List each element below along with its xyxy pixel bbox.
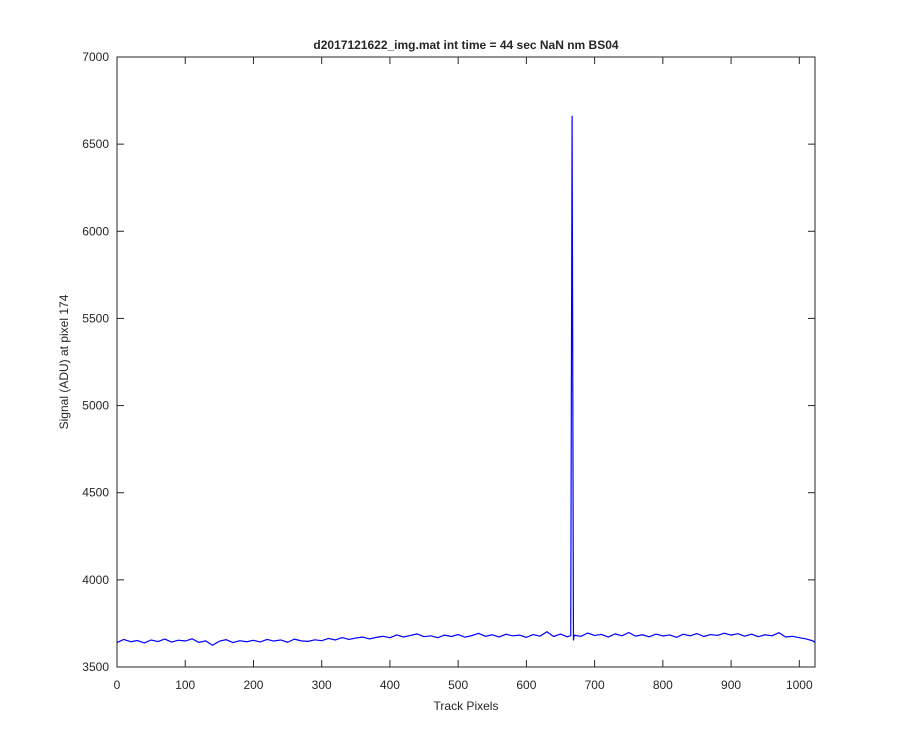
- x-tick-label: 1000: [786, 678, 813, 692]
- chart-title: d2017121622_img.mat int time = 44 sec Na…: [313, 38, 618, 52]
- x-tick-label: 800: [653, 678, 673, 692]
- y-tick-label: 4500: [82, 486, 109, 500]
- y-tick-label: 6500: [82, 137, 109, 151]
- data-line: [116, 115, 816, 646]
- axes-box: [116, 56, 816, 668]
- x-axis-label: Track Pixels: [434, 699, 499, 713]
- y-tick-label: 5500: [82, 311, 109, 325]
- x-tick-label: 100: [175, 678, 195, 692]
- x-tick-label: 900: [721, 678, 741, 692]
- x-tick-label: 700: [585, 678, 605, 692]
- x-tick-label: 500: [448, 678, 468, 692]
- y-tick-label: 4000: [82, 573, 109, 587]
- y-tick-label: 5000: [82, 399, 109, 413]
- x-tick-label: 200: [243, 678, 263, 692]
- x-tick-label: 400: [380, 678, 400, 692]
- y-tick-label: 6000: [82, 224, 109, 238]
- x-tick-label: 300: [312, 678, 332, 692]
- y-tick-label: 7000: [82, 50, 109, 64]
- y-tick-label: 3500: [82, 660, 109, 674]
- y-axis-label: Signal (ADU) at pixel 174: [57, 294, 71, 429]
- x-tick-label: 600: [516, 678, 536, 692]
- x-tick-label: 0: [114, 678, 121, 692]
